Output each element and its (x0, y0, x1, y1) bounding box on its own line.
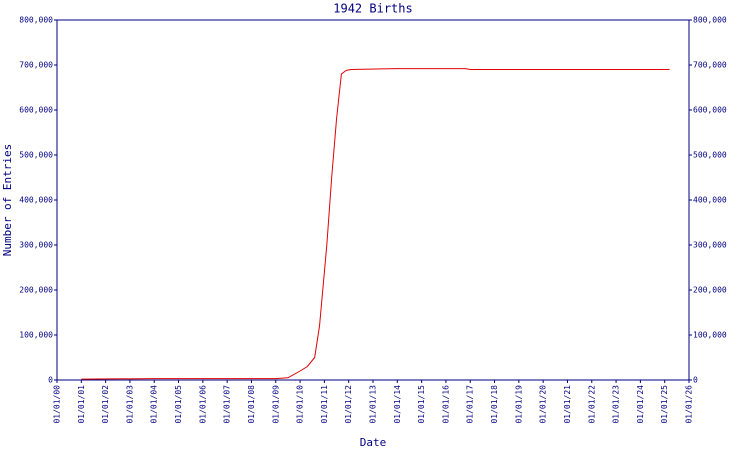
y-tick-label: 200,000 (19, 286, 53, 295)
x-tick-label: 01/01/20 (539, 385, 548, 424)
y-tick-label: 500,000 (19, 151, 53, 160)
x-tick-label: 01/01/02 (101, 385, 110, 424)
y2-tick-label: 0 (693, 376, 698, 385)
y2-tick-label: 500,000 (693, 151, 727, 160)
y2-tick-label: 800,000 (693, 16, 727, 25)
x-tick-label: 01/01/22 (587, 385, 596, 424)
x-tick-label: 01/01/26 (685, 385, 694, 424)
x-axis-label: Date (360, 436, 387, 449)
y-tick-label: 400,000 (19, 196, 53, 205)
y-tick-label: 800,000 (19, 16, 53, 25)
x-tick-label: 01/01/07 (223, 385, 232, 424)
x-tick-label: 01/01/17 (466, 385, 475, 424)
y2-tick-label: 700,000 (693, 61, 727, 70)
x-tick-label: 01/01/03 (125, 385, 134, 424)
y2-tick-label: 600,000 (693, 106, 727, 115)
y2-tick-label: 300,000 (693, 241, 727, 250)
y-tick-label: 300,000 (19, 241, 53, 250)
x-tick-label: 01/01/06 (198, 385, 207, 424)
x-tick-label: 01/01/00 (53, 385, 62, 424)
y2-tick-label: 100,000 (693, 331, 727, 340)
x-tick-label: 01/01/23 (612, 385, 621, 424)
x-tick-label: 01/01/16 (441, 385, 450, 424)
y-tick-label: 100,000 (19, 331, 53, 340)
data-line (81, 68, 670, 380)
y2-tick-label: 400,000 (693, 196, 727, 205)
y-tick-label: 600,000 (19, 106, 53, 115)
y-tick-label: 0 (48, 376, 53, 385)
y2-tick-label: 200,000 (693, 286, 727, 295)
x-tick-label: 01/01/05 (174, 385, 183, 424)
x-tick-label: 01/01/12 (344, 385, 353, 424)
x-tick-label: 01/01/09 (271, 385, 280, 424)
x-tick-label: 01/01/10 (296, 385, 305, 424)
x-tick-label: 01/01/25 (660, 385, 669, 424)
y-tick-label: 700,000 (19, 61, 53, 70)
x-tick-label: 01/01/04 (150, 385, 159, 424)
x-tick-label: 01/01/18 (490, 385, 499, 424)
x-tick-label: 01/01/15 (417, 385, 426, 424)
plot-frame (56, 19, 690, 381)
x-tick-label: 01/01/08 (247, 385, 256, 424)
y-axis-label: Number of Entries (1, 144, 14, 257)
x-tick-label: 01/01/19 (514, 385, 523, 424)
x-tick-label: 01/01/11 (320, 385, 329, 424)
x-tick-label: 01/01/14 (393, 385, 402, 424)
chart-title: 1942 Births (333, 2, 412, 16)
x-tick-label: 01/01/24 (636, 385, 645, 424)
x-tick-label: 01/01/21 (563, 385, 572, 424)
x-tick-label: 01/01/01 (77, 385, 86, 424)
x-tick-label: 01/01/13 (369, 385, 378, 424)
